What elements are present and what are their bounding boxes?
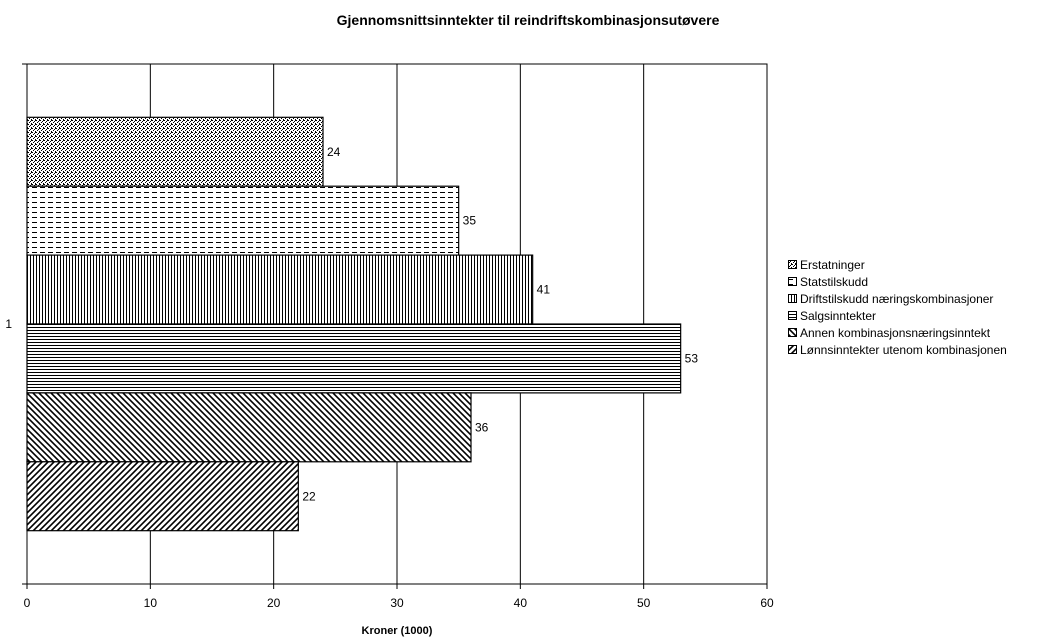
x-tick-label-0: 0 — [24, 596, 31, 610]
chart-title: Gjennomsnittsinntekter til reindriftskom… — [336, 12, 720, 28]
x-tick-label-20: 20 — [267, 596, 281, 610]
legend-item-4: Salgsinntekter — [788, 307, 1007, 324]
x-tick-label-50: 50 — [637, 596, 651, 610]
y-category-label: 1 — [5, 317, 12, 331]
bar-5 — [26, 392, 472, 463]
legend-swatch-5 — [788, 328, 797, 337]
legend-swatch-4 — [788, 311, 797, 320]
data-label-5: 36 — [475, 420, 489, 434]
bar-4 — [26, 323, 682, 394]
axes: 0 10 20 30 40 50 60 1 — [5, 63, 774, 610]
legend: Erstatninger Statstilskudd Driftstilskudd … — [788, 256, 1007, 358]
legend-item-2: Statstilskudd — [788, 273, 1007, 290]
data-label-4: 53 — [685, 351, 699, 365]
data-label-6: 22 — [302, 489, 316, 503]
legend-item-3: Driftstilskudd næringskombinasjoner — [788, 290, 1007, 307]
legend-label-5: Annen kombinasjonsnæringsinntekt — [800, 325, 991, 340]
x-tick-label-30: 30 — [390, 596, 404, 610]
legend-swatch-3 — [788, 294, 797, 303]
data-label-2: 35 — [463, 214, 477, 228]
legend-swatch-6 — [788, 345, 797, 354]
legend-label-3: Driftstilskudd næringskombinasjoner — [800, 291, 994, 306]
bar-3 — [26, 254, 534, 325]
legend-item-5: Annen kombinasjonsnæringsinntekt — [788, 324, 1007, 341]
bar-1 — [26, 116, 324, 187]
x-tick-label-10: 10 — [144, 596, 158, 610]
bars: 24 35 41 53 36 22 — [26, 116, 699, 532]
bar-2 — [26, 185, 460, 256]
legend-swatch-1 — [788, 260, 797, 269]
legend-label-6: Lønnsinntekter utenom kombinasjonen — [800, 342, 1007, 357]
legend-label-4: Salgsinntekter — [800, 308, 877, 323]
x-axis-title: Kroner (1000) — [362, 625, 433, 637]
x-tick-label-60: 60 — [760, 596, 774, 610]
bar-6 — [26, 461, 299, 532]
legend-swatch-2 — [788, 277, 797, 286]
legend-item-6: Lønnsinntekter utenom kombinasjonen — [788, 341, 1007, 358]
data-label-3: 41 — [537, 283, 551, 297]
legend-label-2: Statstilskudd — [800, 274, 869, 289]
legend-item-1: Erstatninger — [788, 256, 1007, 273]
x-tick-label-40: 40 — [514, 596, 528, 610]
legend-label-1: Erstatninger — [800, 257, 865, 272]
data-label-1: 24 — [327, 145, 341, 159]
